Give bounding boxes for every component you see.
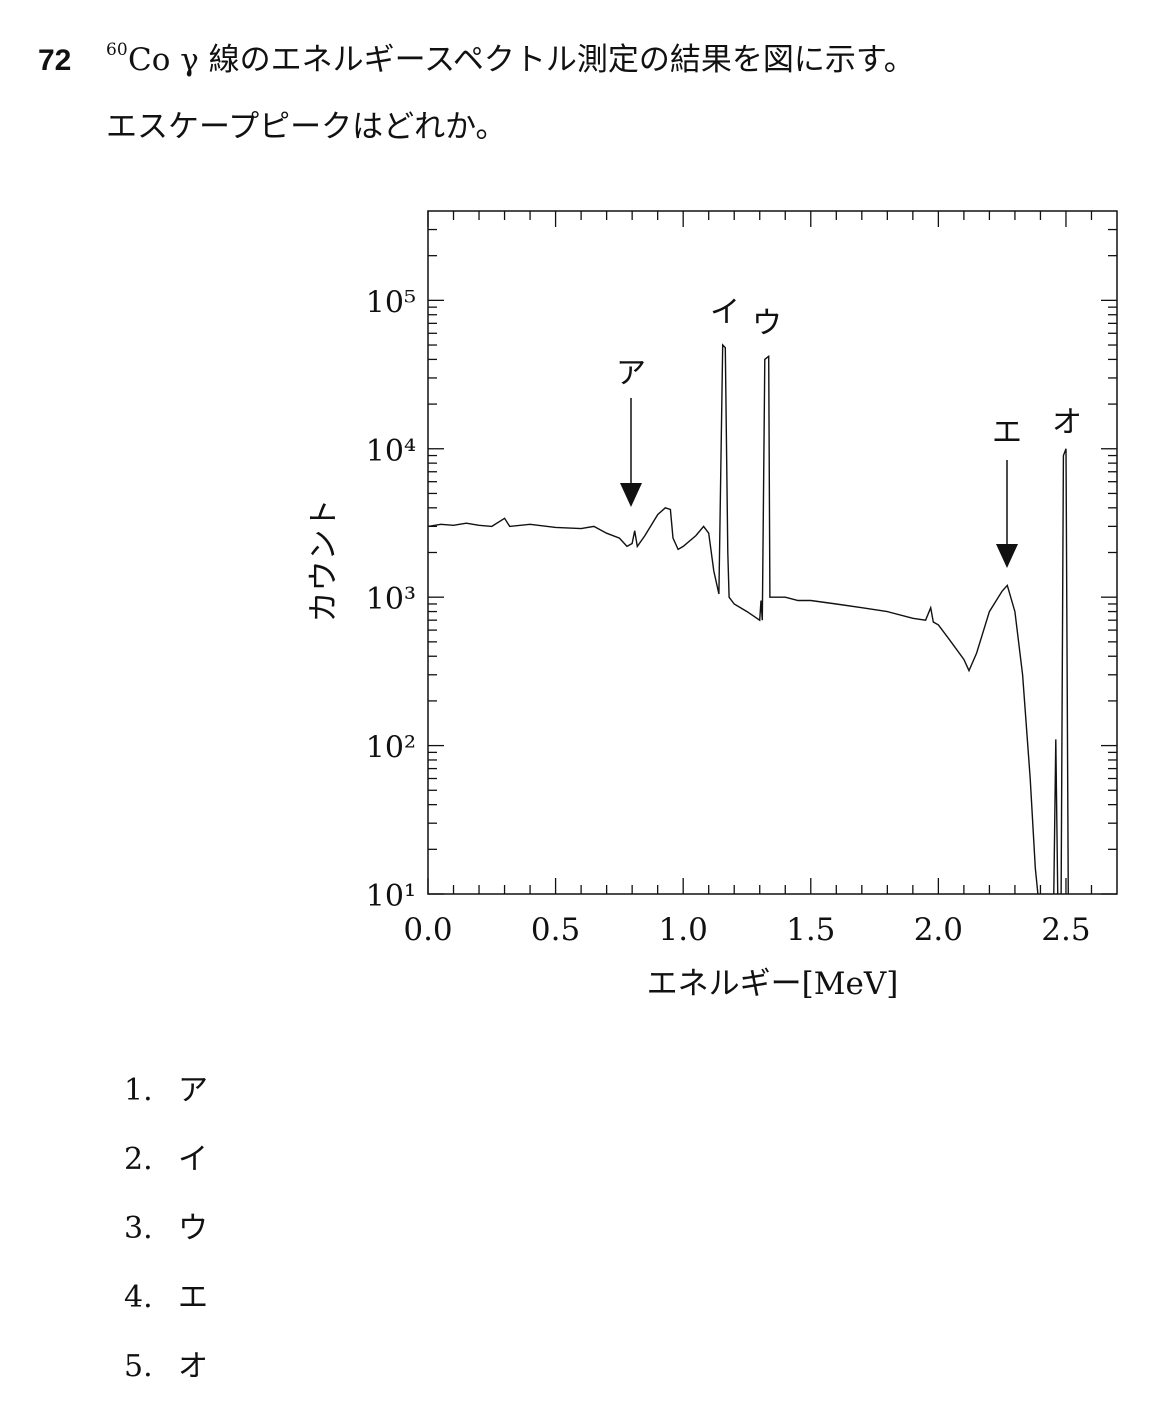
x-axis-label: エネルギー[MeV] [647,966,899,1002]
choice-label: ウ [178,1211,208,1246]
y-tick-label: 10⁴ [366,434,416,469]
annotation: ウ [752,306,782,341]
choice-number: 2. [124,1142,153,1177]
y-tick-label: 10³ [366,582,416,617]
y-axis-label: カウント [306,499,342,623]
x-tick-label: 0.0 [403,912,452,948]
choice-number: 3. [124,1211,153,1246]
x-tick-label: 2.5 [1041,912,1090,948]
choice-number: 1. [124,1073,153,1108]
x-tick-label: 1.5 [786,912,835,948]
choice-number: 4. [124,1280,153,1315]
y-tick-label: 10¹ [366,879,416,914]
y-tick-label: 10⁵ [366,285,416,320]
question-text: Co γ 線のエネルギースペクトル測定の結果を図に示す。 [128,42,915,78]
annotation: エ [992,415,1022,450]
annotation: イ [710,295,740,330]
annotation: オ [1052,405,1082,440]
question-text: エスケープピークはどれか。 [106,109,507,145]
x-tick-label: 2.0 [914,912,963,948]
arrow-head [996,544,1018,568]
choice-label: オ [178,1349,208,1384]
annotation: ア [616,356,646,391]
choice-label: エ [178,1280,208,1315]
question-number: 72 [38,44,71,77]
x-tick-label: 1.0 [659,912,708,948]
isotope-mass: 60 [106,40,128,60]
choice-number: 5. [124,1349,153,1384]
arrow-head [620,483,642,507]
x-tick-label: 0.5 [531,912,580,948]
spectrum-line [428,343,1069,894]
choice-label: ア [178,1073,208,1108]
choice-label: イ [178,1142,208,1177]
y-tick-label: 10² [366,731,416,766]
